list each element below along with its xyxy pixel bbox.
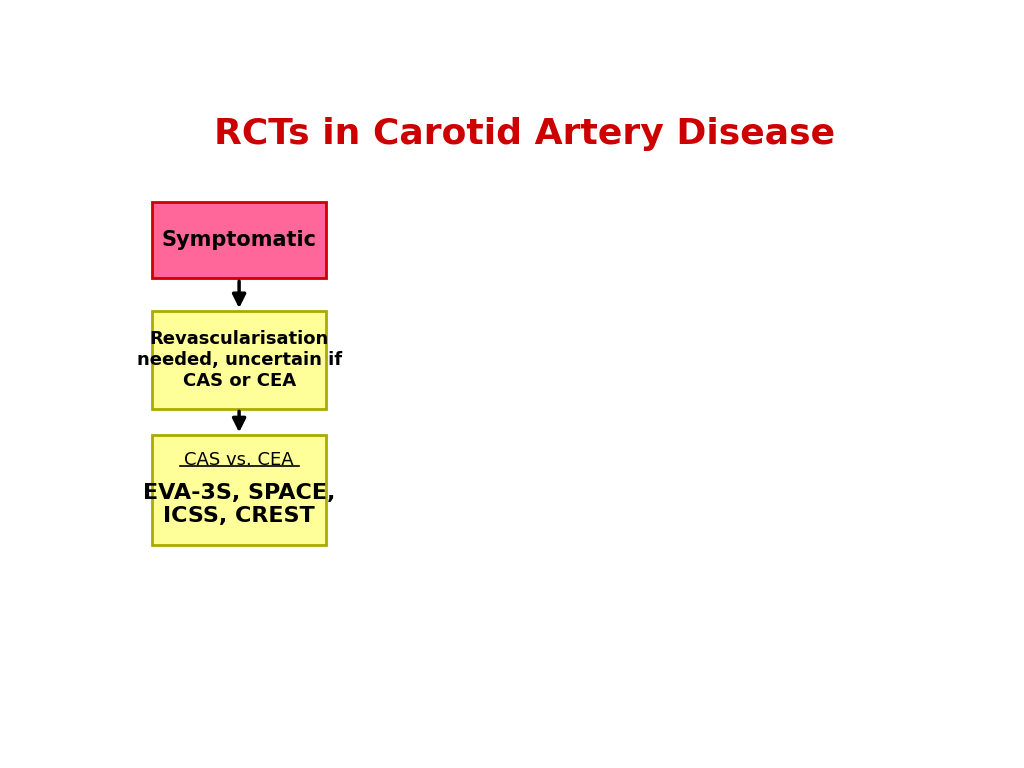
- Text: RCTs in Carotid Artery Disease: RCTs in Carotid Artery Disease: [214, 117, 836, 151]
- Text: EVA-3S, SPACE,
ICSS, CREST: EVA-3S, SPACE, ICSS, CREST: [143, 483, 335, 526]
- FancyBboxPatch shape: [152, 201, 327, 279]
- Text: Symptomatic: Symptomatic: [162, 230, 316, 250]
- FancyBboxPatch shape: [152, 435, 327, 545]
- Text: CAS vs. CEA: CAS vs. CEA: [184, 452, 294, 469]
- Text: Revascularisation
needed, uncertain if
CAS or CEA: Revascularisation needed, uncertain if C…: [136, 330, 342, 389]
- FancyBboxPatch shape: [152, 311, 327, 409]
